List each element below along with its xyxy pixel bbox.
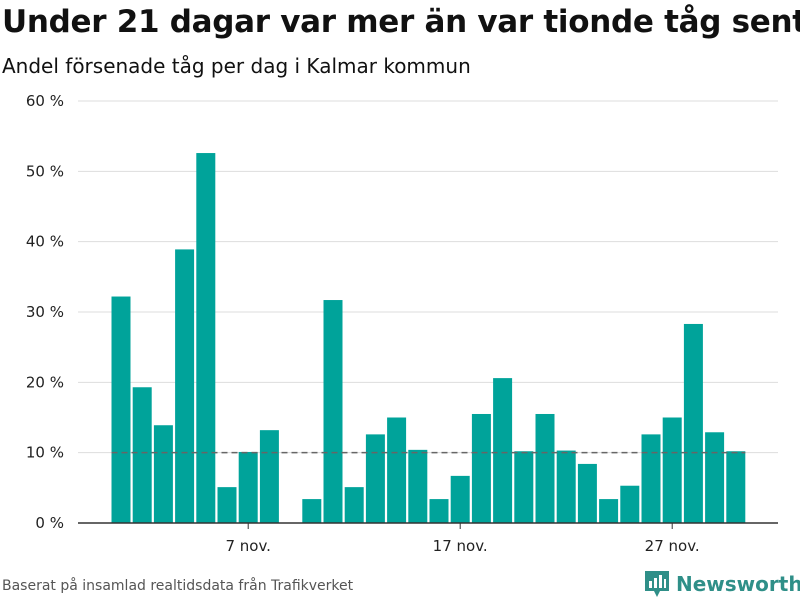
bars bbox=[111, 153, 746, 524]
bar-24[interactable] bbox=[599, 499, 619, 523]
bar-18[interactable] bbox=[471, 413, 491, 523]
bar-20[interactable] bbox=[514, 451, 534, 523]
bar-2[interactable] bbox=[132, 387, 152, 523]
bar-28[interactable] bbox=[683, 323, 703, 523]
y-tick-label: 10 % bbox=[26, 444, 64, 462]
y-tick-label: 20 % bbox=[26, 373, 64, 391]
y-tick-label: 60 % bbox=[26, 92, 64, 110]
bar-chart-logo-icon bbox=[645, 571, 669, 597]
bar-11[interactable] bbox=[323, 300, 343, 523]
bar-4[interactable] bbox=[175, 249, 195, 524]
bar-13[interactable] bbox=[365, 434, 385, 523]
chart-title: Under 21 dagar var mer än var tionde tåg… bbox=[2, 4, 800, 40]
bar-17[interactable] bbox=[450, 475, 470, 523]
bar-1[interactable] bbox=[111, 296, 131, 523]
y-axis-ticks: 0 % 10 % 20 % 30 % 40 % 50 % 60 % bbox=[26, 92, 64, 532]
bar-8[interactable] bbox=[259, 430, 279, 523]
source-note: Baserat på insamlad realtidsdata från Tr… bbox=[2, 578, 354, 594]
bar-6[interactable] bbox=[217, 487, 237, 523]
bar-21[interactable] bbox=[535, 413, 555, 523]
bar-10[interactable] bbox=[302, 499, 322, 523]
bar-14[interactable] bbox=[387, 417, 407, 524]
y-tick-label: 50 % bbox=[26, 162, 64, 180]
brand-name: Newsworthy bbox=[676, 572, 800, 596]
bar-25[interactable] bbox=[620, 485, 640, 523]
bar-22[interactable] bbox=[556, 450, 576, 523]
x-tick-label: 17 nov. bbox=[433, 537, 488, 555]
bar-3[interactable] bbox=[153, 425, 173, 523]
newsworthy-logo[interactable]: Newsworthy bbox=[644, 569, 800, 599]
y-tick-label: 40 % bbox=[26, 233, 64, 251]
bar-16[interactable] bbox=[429, 499, 449, 523]
chart-subtitle: Andel försenade tåg per dag i Kalmar kom… bbox=[2, 54, 471, 78]
bar-19[interactable] bbox=[493, 378, 513, 523]
bar-29[interactable] bbox=[705, 432, 725, 523]
bar-5[interactable] bbox=[196, 153, 216, 523]
bar-15[interactable] bbox=[408, 449, 428, 523]
y-tick-label: 30 % bbox=[26, 303, 64, 321]
bar-23[interactable] bbox=[577, 463, 597, 523]
bar-27[interactable] bbox=[662, 417, 682, 524]
bar-12[interactable] bbox=[344, 487, 364, 523]
x-tick-label: 27 nov. bbox=[645, 537, 700, 555]
bar-7[interactable] bbox=[238, 451, 258, 523]
x-axis-ticks: 7 nov. 17 nov. 27 nov. bbox=[225, 523, 700, 555]
x-tick-label: 7 nov. bbox=[225, 537, 270, 555]
bar-26[interactable] bbox=[641, 434, 661, 523]
y-tick-label: 0 % bbox=[35, 514, 64, 532]
bar-30[interactable] bbox=[726, 451, 746, 523]
